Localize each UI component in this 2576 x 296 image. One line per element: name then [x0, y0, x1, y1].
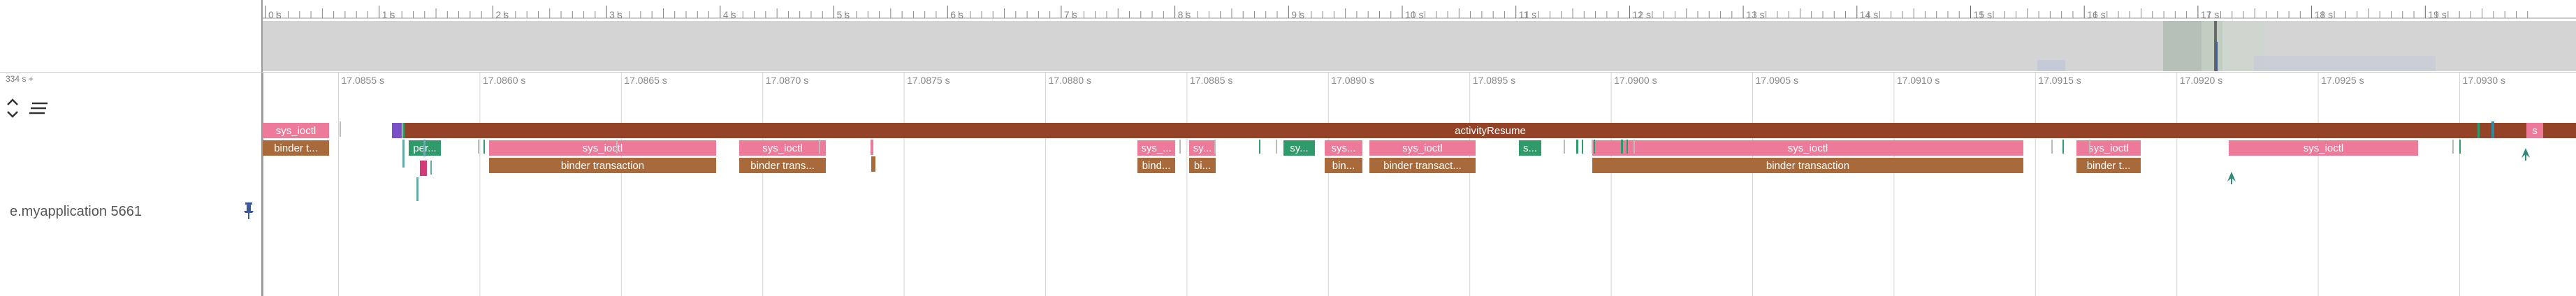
detail-tick-label: 17.0910 s	[1897, 75, 1940, 86]
slice-label: sys_...	[1141, 142, 1171, 154]
trace-slice[interactable]: bind...	[1137, 158, 1175, 173]
header-separator	[0, 72, 2576, 73]
overview-tick-label: 9 s	[1291, 9, 1304, 20]
trace-slice[interactable]: binder transaction	[1592, 158, 2023, 173]
slice-label: sy...	[1193, 142, 1211, 154]
trace-slice[interactable]: sys...	[1325, 140, 1362, 156]
overview-tick-label: 8 s	[1178, 9, 1191, 20]
detail-tick-label: 17.0885 s	[1190, 75, 1233, 86]
slice-label: binder transaction	[561, 160, 644, 172]
slice-label: bin...	[1332, 160, 1355, 172]
detail-timeline[interactable]: 17.0855 s 17.0860 s 17.0865 s 17.0870 s 17.0…	[263, 73, 2576, 296]
track-label-panel: 334 s + e.myapplication 5661	[0, 0, 261, 296]
overview-tick-label: 13 s	[1746, 9, 1764, 20]
overview-tick-label: 6 s	[950, 9, 963, 20]
overview-tick-label: 7 s	[1064, 9, 1077, 20]
detail-tick-label: 17.0870 s	[766, 75, 809, 86]
process-track-label: e.myapplication 5661	[10, 204, 143, 219]
detail-tick-label: 17.0890 s	[1331, 75, 1374, 86]
overview-tick-label: 18 s	[2315, 9, 2333, 20]
slice-label: binder transaction	[1766, 160, 1849, 172]
overview-tick-label: 11 s	[1519, 9, 1536, 20]
slice-label: activityResume	[1455, 125, 1526, 137]
trace-slice[interactable]: sy...	[1283, 140, 1315, 156]
slice-label: binder t...	[274, 142, 318, 154]
overview-tick-label: 1 s	[382, 9, 395, 20]
detail-tick-label: 17.0860 s	[483, 75, 526, 86]
detail-tick-label: 17.0925 s	[2321, 75, 2364, 86]
overview-tick-label: 5 s	[837, 9, 850, 20]
detail-tick-label: 17.0875 s	[907, 75, 950, 86]
detail-tick-label: 17.0865 s	[624, 75, 667, 86]
time-offset-label: 334 s +	[6, 74, 34, 84]
slice-label: sys_ioctl	[2304, 142, 2344, 154]
slice-label: sys_ioctl	[276, 125, 316, 137]
overview-axis: 0 s 1 s 2 s 3 s 4 s 5 s 6 s 7 s 8 s 9 s 10 s 11 s 12…	[263, 6, 2576, 71]
trace-slice[interactable]: sys_ioctl	[2229, 140, 2418, 156]
trace-slice[interactable]: sys_...	[1137, 140, 1175, 156]
trace-slice[interactable]: sys_ioctl	[1369, 140, 1476, 156]
trace-slice[interactable]: sys_ioctl	[489, 140, 716, 156]
panel-divider	[261, 0, 263, 296]
overview-tick-label: 0 s	[268, 9, 282, 20]
detail-tick-label: 17.0855 s	[342, 75, 385, 86]
slice-label: sys_ioctl	[762, 142, 803, 154]
detail-tick-label: 17.0895 s	[1473, 75, 1516, 86]
overview-tick-label: 15 s	[1974, 9, 1992, 20]
trace-slice[interactable]: sys_ioctl	[263, 123, 329, 138]
overview-tick-label: 19 s	[2428, 9, 2446, 20]
slice-label: sys...	[1331, 142, 1355, 154]
overview-tick-label: 17 s	[2201, 9, 2219, 20]
overview-tick-label: 4 s	[723, 9, 736, 20]
overview-tick-label: 3 s	[609, 9, 623, 20]
trace-slice[interactable]: sy...	[1189, 140, 1216, 156]
detail-tick-label: 17.0920 s	[2180, 75, 2223, 86]
flow-arrow-icon	[2522, 148, 2530, 158]
slice-label: binder trans...	[750, 160, 815, 172]
slice-label: s...	[1523, 142, 1537, 154]
flow-arrow-icon	[2227, 172, 2236, 182]
detail-tick-label: 17.0880 s	[1049, 75, 1092, 86]
trace-slice[interactable]: binder t...	[2076, 158, 2141, 173]
trace-slice[interactable]: binder trans...	[739, 158, 826, 173]
overview-tick-label: 12 s	[1632, 9, 1650, 20]
detail-tick-label: 17.0900 s	[1614, 75, 1657, 86]
overview-tick-label: 14 s	[1860, 9, 1878, 20]
detail-tick-label: 17.0905 s	[1756, 75, 1799, 86]
trace-slice[interactable]: bin...	[1325, 158, 1362, 173]
overview-tick-label: 2 s	[495, 9, 509, 20]
small-slice[interactable]	[420, 161, 427, 176]
list-lines-icon[interactable]	[28, 101, 49, 116]
trace-slice[interactable]: s	[2526, 123, 2543, 138]
small-slice[interactable]	[392, 123, 402, 138]
trace-slice[interactable]: s...	[1519, 140, 1541, 156]
trace-slice[interactable]: sys_ioctl	[1592, 140, 2023, 156]
overview-timeline[interactable]: 0 s 1 s 2 s 3 s 4 s 5 s 6 s 7 s 8 s 9 s 10 s 11 s 12…	[263, 0, 2576, 72]
slice-label: sys_ioctl	[583, 142, 623, 154]
slice-label: binder transact...	[1383, 160, 1462, 172]
trace-slice[interactable]: sys_ioctl	[2076, 140, 2141, 156]
slice-label: sys_ioctl	[1788, 142, 1828, 154]
overview-selection[interactable]	[2163, 21, 2202, 71]
slice-label: bind...	[1142, 160, 1171, 172]
trace-slice[interactable]: sys_ioctl	[739, 140, 826, 156]
overview-tick-label: 10 s	[1405, 9, 1423, 20]
trace-slice[interactable]: activityResume	[405, 123, 2576, 138]
trace-slice[interactable]: binder transact...	[1369, 158, 1476, 173]
slice-label: binder t...	[2087, 160, 2131, 172]
trace-slice[interactable]: binder t...	[263, 140, 329, 156]
slice-label: sys_ioctl	[2088, 142, 2129, 154]
detail-tick-label: 17.0915 s	[2038, 75, 2081, 86]
trace-slice[interactable]: bi...	[1189, 158, 1216, 173]
trace-slice[interactable]: binder transaction	[489, 158, 716, 173]
expand-collapse-icon[interactable]	[6, 96, 20, 120]
detail-tick-label: 17.0930 s	[2463, 75, 2506, 86]
pin-icon[interactable]	[241, 201, 256, 221]
slice-label: s	[2532, 125, 2538, 137]
slice-label: sy...	[1290, 142, 1308, 154]
detail-canvas[interactable]: 17.0855 s 17.0860 s 17.0865 s 17.0870 s 17.0…	[263, 73, 2576, 296]
overview-tick-label: 16 s	[2087, 9, 2105, 20]
slice-label: sys_ioctl	[1402, 142, 1443, 154]
slice-label: bi...	[1194, 160, 1211, 172]
